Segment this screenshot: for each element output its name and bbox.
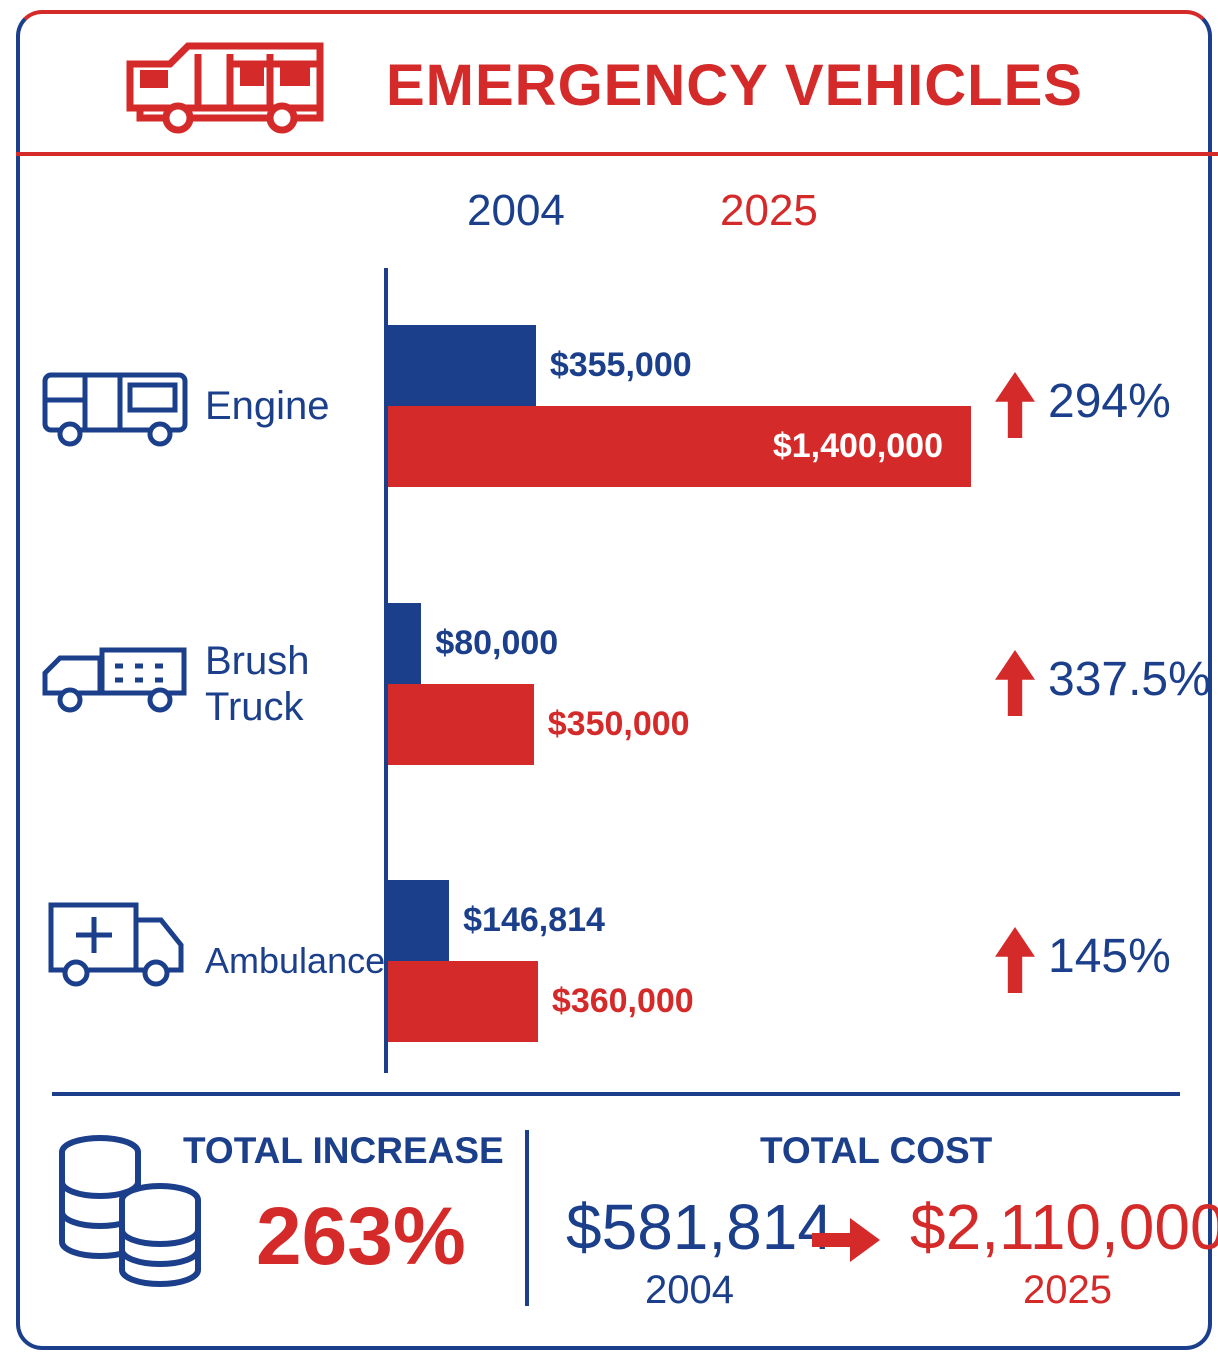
bar — [388, 603, 422, 684]
frame — [16, 10, 1212, 1350]
bar — [388, 406, 971, 487]
category-label: Brush Truck — [205, 639, 310, 729]
category-label: Engine — [205, 384, 330, 428]
bar — [388, 325, 536, 406]
legend-entry: 2025 — [720, 186, 818, 235]
value-label: $360,000 — [551, 982, 694, 1020]
change-label: 337.5% — [1048, 653, 1211, 706]
fire-truck-icon — [126, 42, 324, 134]
total-increase: 263% — [256, 1191, 466, 1282]
summary-title: TOTAL COST — [760, 1130, 993, 1171]
cost-from: $581,814 — [566, 1191, 833, 1263]
value-label: $350,000 — [547, 705, 690, 743]
summary-title: TOTAL INCREASE — [183, 1130, 504, 1171]
arrow-icon — [812, 1218, 880, 1262]
cost-to: $2,110,000 — [910, 1191, 1218, 1263]
value-label: $80,000 — [435, 624, 559, 662]
coins-icon — [59, 1135, 201, 1287]
chart-title: EMERGENCY VEHICLES — [386, 53, 1083, 118]
value-label: $146,814 — [463, 901, 605, 939]
change-label: 145% — [1048, 930, 1171, 983]
year-label: 2004 — [645, 1268, 734, 1312]
bar — [388, 684, 534, 765]
change-label: 294% — [1048, 375, 1171, 428]
legend-entry: 2004 — [467, 186, 565, 235]
divider — [525, 1130, 529, 1306]
value-label: $1,400,000 — [772, 427, 943, 465]
axis-line — [384, 268, 388, 1073]
category-label: Ambulance — [205, 940, 386, 981]
ambulance-icon — [48, 902, 184, 987]
value-label: $355,000 — [549, 346, 692, 384]
bar — [388, 880, 450, 961]
bar — [388, 961, 538, 1042]
header-rule — [16, 152, 1218, 156]
brush-truck-icon — [42, 647, 187, 713]
year-label: 2025 — [1023, 1268, 1112, 1312]
engine-icon — [42, 372, 188, 447]
separator — [52, 1092, 1180, 1096]
